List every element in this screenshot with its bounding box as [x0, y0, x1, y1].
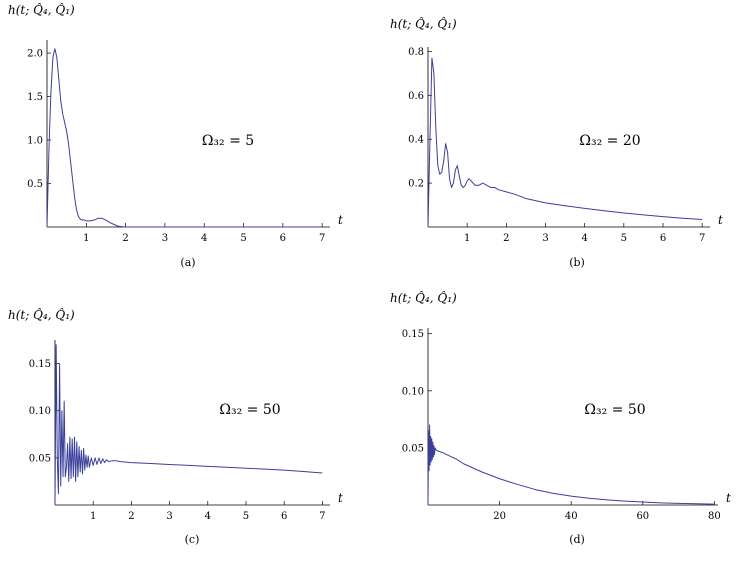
x-tick-label: 4 — [201, 233, 207, 244]
x-tick-label: 2 — [122, 233, 128, 244]
y-axis-label: h(t; Q̂₄, Q̂₁) — [390, 16, 457, 31]
x-tick-label: 5 — [243, 511, 249, 522]
x-tick-label: 7 — [699, 233, 705, 244]
x-tick-label: 20 — [493, 511, 506, 522]
omega-annotation: Ω₃₂ = 20 — [579, 133, 640, 149]
series-line — [46, 48, 323, 228]
y-axis-label: h(t; Q̂₄, Q̂₁) — [8, 2, 75, 17]
y-tick-label: 2.0 — [27, 49, 43, 60]
x-tick-label: 6 — [280, 233, 286, 244]
panel-caption: (b) — [569, 256, 585, 269]
series-line — [54, 344, 323, 506]
y-tick-label: 0.10 — [29, 406, 51, 417]
omega-annotation: Ω₃₂ = 5 — [202, 133, 254, 149]
y-tick-label: 0.15 — [29, 359, 51, 370]
x-tick-label: 3 — [542, 233, 548, 244]
y-tick-label: 0.8 — [408, 47, 424, 58]
x-tick-label: 5 — [621, 233, 627, 244]
x-tick-label: 60 — [636, 511, 649, 522]
x-tick-label: 3 — [162, 233, 168, 244]
x-axis-label: t — [338, 491, 343, 505]
chart-panel-2: 1 2 3 4 5 6 7 0.2 0.4 0.6 0.8 h(t; Q̂₄, Q̂₁) t Ω₃₂ = … — [390, 16, 723, 269]
y-tick-label: 0.05 — [402, 443, 424, 454]
x-tick-label: 2 — [503, 233, 509, 244]
x-tick-label: 1 — [83, 233, 89, 244]
x-tick-label: 4 — [205, 511, 211, 522]
x-tick-label: 7 — [319, 511, 325, 522]
x-tick-label: 40 — [565, 511, 578, 522]
x-axis-label: t — [726, 491, 731, 505]
x-tick-label: 7 — [319, 233, 325, 244]
y-tick-label: 0.2 — [408, 179, 424, 190]
x-axis-label: t — [718, 213, 723, 227]
x-tick-label: 3 — [166, 511, 172, 522]
panel-caption: (d) — [569, 533, 585, 546]
x-tick-label: 6 — [281, 511, 287, 522]
y-axis-label: h(t; Q̂₄, Q̂₁) — [390, 290, 457, 305]
panel-caption: (c) — [185, 533, 200, 546]
x-tick-label: 4 — [581, 233, 587, 244]
x-tick-label: 5 — [240, 233, 246, 244]
y-tick-label: 0.6 — [408, 91, 424, 102]
y-tick-label: 1.0 — [27, 136, 43, 147]
omega-annotation: Ω₃₂ = 50 — [219, 402, 280, 418]
y-tick-label: 0.05 — [29, 453, 51, 464]
x-tick-label: 2 — [128, 511, 134, 522]
series-line — [427, 424, 715, 506]
y-axis-label: h(t; Q̂₄, Q̂₁) — [8, 307, 75, 322]
y-tick-label: 0.5 — [27, 179, 43, 190]
x-tick-label: 80 — [708, 511, 721, 522]
y-tick-label: 0.4 — [408, 135, 424, 146]
chart-panel-1: 1 2 3 4 5 6 7 0.5 1.0 1.5 2.0 h(t; Q̂₄, Q̂₁) t Ω₃₂ = … — [8, 2, 343, 269]
panel-caption: (a) — [180, 256, 195, 269]
y-tick-label: 0.10 — [402, 386, 424, 397]
y-tick-label: 0.15 — [402, 329, 424, 340]
x-tick-label: 1 — [464, 233, 470, 244]
chart-panel-3: 1 2 3 4 5 6 7 0.05 0.10 0.15 h(t; Q̂₄, Q̂₁) t Ω₃₂ = … — [8, 307, 343, 546]
omega-annotation: Ω₃₂ = 50 — [584, 402, 645, 418]
x-tick-label: 6 — [660, 233, 666, 244]
chart-panel-4: 20 40 60 80 0.05 0.10 0.15 h(t; Q̂₄, Q̂₁) t Ω₃₂ =… — [390, 290, 731, 546]
x-tick-label: 1 — [90, 511, 96, 522]
x-axis-label: t — [338, 213, 343, 227]
series-line — [427, 57, 703, 228]
y-tick-label: 1.5 — [27, 92, 43, 103]
